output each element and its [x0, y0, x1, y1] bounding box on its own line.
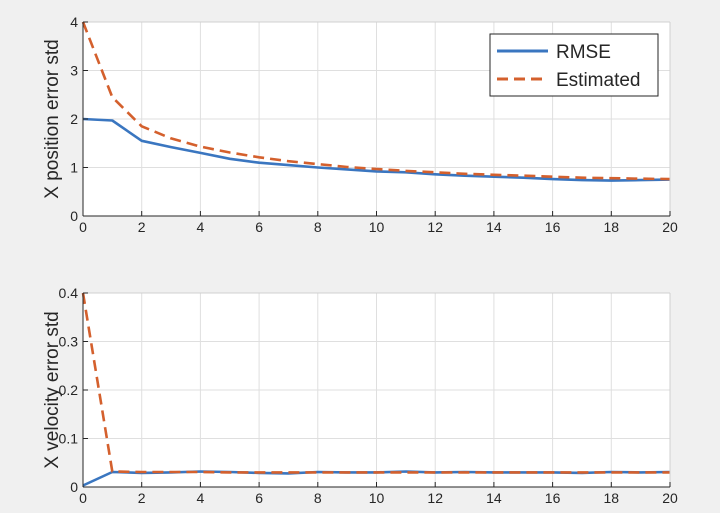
y-tick-label: 0: [70, 479, 78, 495]
legend: RMSE Estimated: [489, 33, 659, 97]
x-tick-label: 18: [604, 490, 620, 506]
y-axis-label: X velocity error std: [42, 311, 63, 468]
x-tick-label: 14: [486, 490, 502, 506]
legend-box: [489, 33, 659, 97]
x-tick-label: 6: [255, 219, 263, 235]
x-tick-label: 2: [138, 490, 146, 506]
x-tick-label: 2: [138, 219, 146, 235]
x-tick-label: 4: [197, 219, 205, 235]
legend-label-rmse: RMSE: [556, 42, 611, 63]
y-tick-label: 0.2: [59, 382, 79, 398]
x-tick-label: 14: [486, 219, 502, 235]
y-tick-label: 0.3: [59, 334, 79, 350]
y-tick-label: 3: [70, 63, 78, 79]
x-tick-label: 16: [545, 219, 561, 235]
x-tick-label: 8: [314, 490, 322, 506]
y-tick-label: 2: [70, 111, 78, 127]
legend-label-estimated: Estimated: [556, 70, 640, 91]
x-tick-label: 8: [314, 219, 322, 235]
x-tick-label: 18: [604, 219, 620, 235]
y-tick-label: 4: [70, 14, 78, 30]
x-tick-label: 20: [662, 219, 678, 235]
x-tick-label: 0: [79, 219, 87, 235]
x-tick-label: 10: [369, 490, 385, 506]
x-tick-label: 4: [197, 490, 205, 506]
x-tick-label: 6: [255, 490, 263, 506]
y-tick-label: 0.1: [59, 431, 79, 447]
x-tick-label: 0: [79, 490, 87, 506]
series-line-rmse: [82, 117, 671, 182]
series-line-estimated: [81, 21, 671, 181]
velocity-error-plot: 0 2 4 6 8 10 12 14 16 18 20 0 0.1 0.2 0.3 0.4 X velocity…: [42, 285, 678, 506]
x-tick-label: 20: [662, 490, 678, 506]
y-tick-label: 0: [70, 208, 78, 224]
y-axis-label: X position error std: [42, 39, 63, 198]
x-tick-label: 12: [427, 219, 443, 235]
y-tick-label: 0.4: [59, 285, 79, 301]
x-tick-label: 12: [427, 490, 443, 506]
x-tick-label: 16: [545, 490, 561, 506]
series-line-estimated: [81, 292, 670, 474]
x-tick-label: 10: [369, 219, 385, 235]
y-tick-label: 1: [70, 160, 78, 176]
